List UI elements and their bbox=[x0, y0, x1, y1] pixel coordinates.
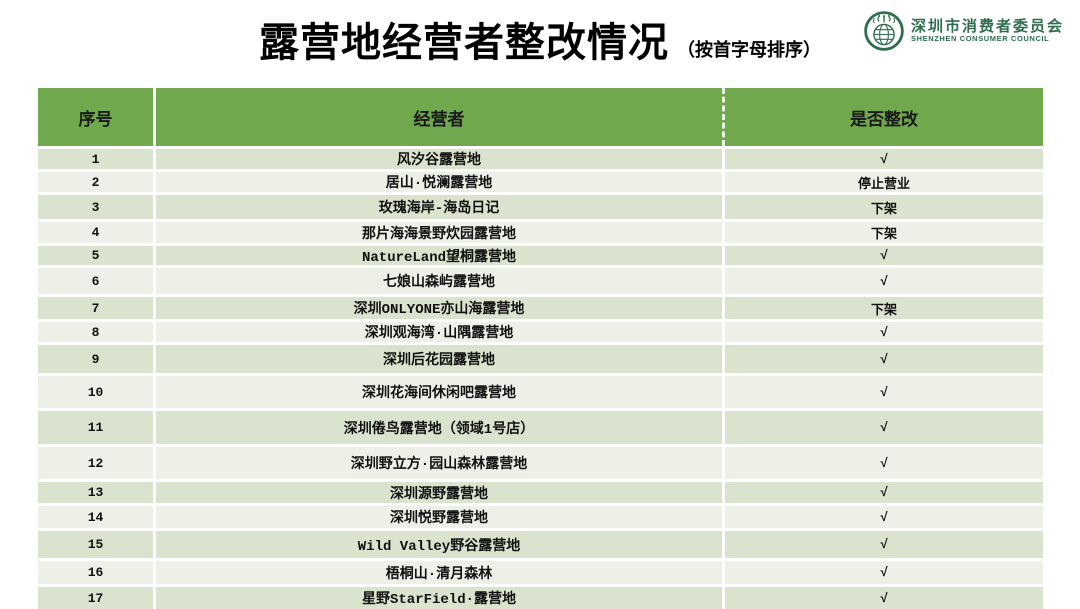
table-row: 15 Wild Valley野谷露营地 √ bbox=[38, 531, 1043, 558]
table-cell-no: 1 bbox=[38, 149, 153, 169]
table-row: 12 深圳野立方·园山森林露营地 √ bbox=[38, 447, 1043, 479]
table-row: 3 玫瑰海岸-海岛日记 下架 bbox=[38, 195, 1043, 219]
table-cell-no: 17 bbox=[38, 587, 153, 609]
table-row: 13 深圳源野露营地 √ bbox=[38, 482, 1043, 503]
table-cell-operator: 星野StarField·露营地 bbox=[156, 587, 722, 609]
table-cell-status: 下架 bbox=[725, 195, 1043, 219]
table-cell-operator: 深圳观海湾·山隅露营地 bbox=[156, 322, 722, 342]
table-cell-no: 14 bbox=[38, 506, 153, 528]
table-row: 14 深圳悦野露营地 √ bbox=[38, 506, 1043, 528]
page-header: 露营地经营者整改情况 （按首字母排序） bbox=[0, 10, 1080, 68]
table-cell-status: √ bbox=[725, 149, 1043, 169]
table-row: 4 那片海海景野炊园露营地 下架 bbox=[38, 222, 1043, 243]
table-cell-no: 10 bbox=[38, 376, 153, 408]
table-cell-status: √ bbox=[725, 447, 1043, 479]
org-logo: 深圳市消费者委员会 SHENZHEN CONSUMER COUNCIL bbox=[863, 10, 1064, 52]
table-cell-operator: 风汐谷露营地 bbox=[156, 149, 722, 169]
org-name-cn: 深圳市消费者委员会 bbox=[910, 18, 1064, 36]
table-cell-status: √ bbox=[725, 561, 1043, 584]
column-header-operator: 经营者 bbox=[413, 109, 465, 129]
table-cell-no: 13 bbox=[38, 482, 153, 503]
table-cell-status: √ bbox=[725, 587, 1043, 609]
table-cell-operator: 深圳悦野露营地 bbox=[156, 506, 722, 528]
table-row: 11 深圳倦鸟露营地（领域1号店） √ bbox=[38, 411, 1043, 444]
table-row: 6 七娘山森屿露营地 √ bbox=[38, 268, 1043, 294]
table-cell-no: 15 bbox=[38, 531, 153, 558]
table-cell-status: 停止营业 bbox=[725, 172, 1043, 192]
table-cell-no: 8 bbox=[38, 322, 153, 342]
table-cell-operator: 深圳ONLYONE亦山海露营地 bbox=[156, 297, 722, 319]
table-cell-operator: 深圳后花园露营地 bbox=[156, 345, 722, 373]
table-cell-operator: 玫瑰海岸-海岛日记 bbox=[156, 195, 722, 219]
table-cell-operator: 深圳野立方·园山森林露营地 bbox=[156, 447, 722, 479]
table-cell-no: 4 bbox=[38, 222, 153, 243]
table-cell-operator: NatureLand望桐露营地 bbox=[156, 246, 722, 266]
table-cell-status: 下架 bbox=[725, 297, 1043, 319]
table-cell-status: √ bbox=[725, 376, 1043, 408]
table-cell-operator: 居山·悦澜露营地 bbox=[156, 172, 722, 192]
column-header-no: 序号 bbox=[38, 88, 156, 146]
rectification-table: 序号 经营者 是否整改 1 风汐谷露营地 √ 2 居山·悦澜露营地 停止营业 3 玫瑰海岸-海… bbox=[38, 88, 1043, 609]
table-cell-no: 11 bbox=[38, 411, 153, 444]
table-cell-operator: 那片海海景野炊园露营地 bbox=[156, 222, 722, 243]
table-cell-no: 5 bbox=[38, 246, 153, 265]
table-cell-status: √ bbox=[725, 246, 1043, 265]
table-cell-no: 9 bbox=[38, 345, 153, 373]
table-body: 1 风汐谷露营地 √ 2 居山·悦澜露营地 停止营业 3 玫瑰海岸-海岛日记 下架 4 那片海海景野… bbox=[38, 149, 1043, 609]
consumer-council-emblem-icon bbox=[864, 11, 904, 51]
table-cell-status: √ bbox=[725, 482, 1043, 503]
page-subtitle: （按首字母排序） bbox=[677, 40, 821, 60]
table-cell-status: √ bbox=[725, 345, 1043, 373]
table-header-row: 序号 经营者 是否整改 bbox=[38, 88, 1043, 146]
table-cell-status: 下架 bbox=[725, 222, 1043, 243]
table-cell-operator: 深圳花海间休闲吧露营地 bbox=[156, 376, 722, 408]
org-logo-text: 深圳市消费者委员会 SHENZHEN CONSUMER COUNCIL bbox=[911, 18, 1064, 44]
table-row: 5 NatureLand望桐露营地 √ bbox=[38, 246, 1043, 266]
table-row: 16 梧桐山·清月森林 √ bbox=[38, 561, 1043, 584]
table-cell-operator: 深圳源野露营地 bbox=[156, 482, 722, 503]
table-cell-status: √ bbox=[725, 411, 1043, 444]
table-cell-no: 7 bbox=[38, 297, 153, 319]
table-cell-status: √ bbox=[725, 506, 1043, 528]
org-name-en: SHENZHEN CONSUMER COUNCIL bbox=[910, 34, 1050, 44]
column-header-status: 是否整改 bbox=[722, 88, 1043, 146]
table-cell-operator: 七娘山森屿露营地 bbox=[156, 268, 722, 294]
table-cell-no: 3 bbox=[38, 195, 153, 219]
table-cell-operator: 深圳倦鸟露营地（领域1号店） bbox=[156, 411, 722, 444]
table-row: 10 深圳花海间休闲吧露营地 √ bbox=[38, 376, 1043, 408]
table-row: 9 深圳后花园露营地 √ bbox=[38, 345, 1043, 373]
page-title: 露营地经营者整改情况 bbox=[259, 21, 669, 65]
table-cell-no: 6 bbox=[38, 268, 153, 294]
table-cell-status: √ bbox=[725, 268, 1043, 294]
table-row: 2 居山·悦澜露营地 停止营业 bbox=[38, 172, 1043, 192]
table-row: 8 深圳观海湾·山隅露营地 √ bbox=[38, 322, 1043, 342]
table-cell-no: 16 bbox=[38, 561, 153, 584]
table-cell-no: 12 bbox=[38, 447, 153, 479]
table-cell-status: √ bbox=[725, 531, 1043, 558]
table-cell-no: 2 bbox=[38, 172, 153, 192]
table-row: 1 风汐谷露营地 √ bbox=[38, 149, 1043, 169]
table-cell-status: √ bbox=[725, 322, 1043, 342]
table-cell-operator: 梧桐山·清月森林 bbox=[156, 561, 722, 584]
table-row: 17 星野StarField·露营地 √ bbox=[38, 587, 1043, 609]
table-row: 7 深圳ONLYONE亦山海露营地 下架 bbox=[38, 297, 1043, 319]
table-cell-operator: Wild Valley野谷露营地 bbox=[156, 531, 722, 558]
